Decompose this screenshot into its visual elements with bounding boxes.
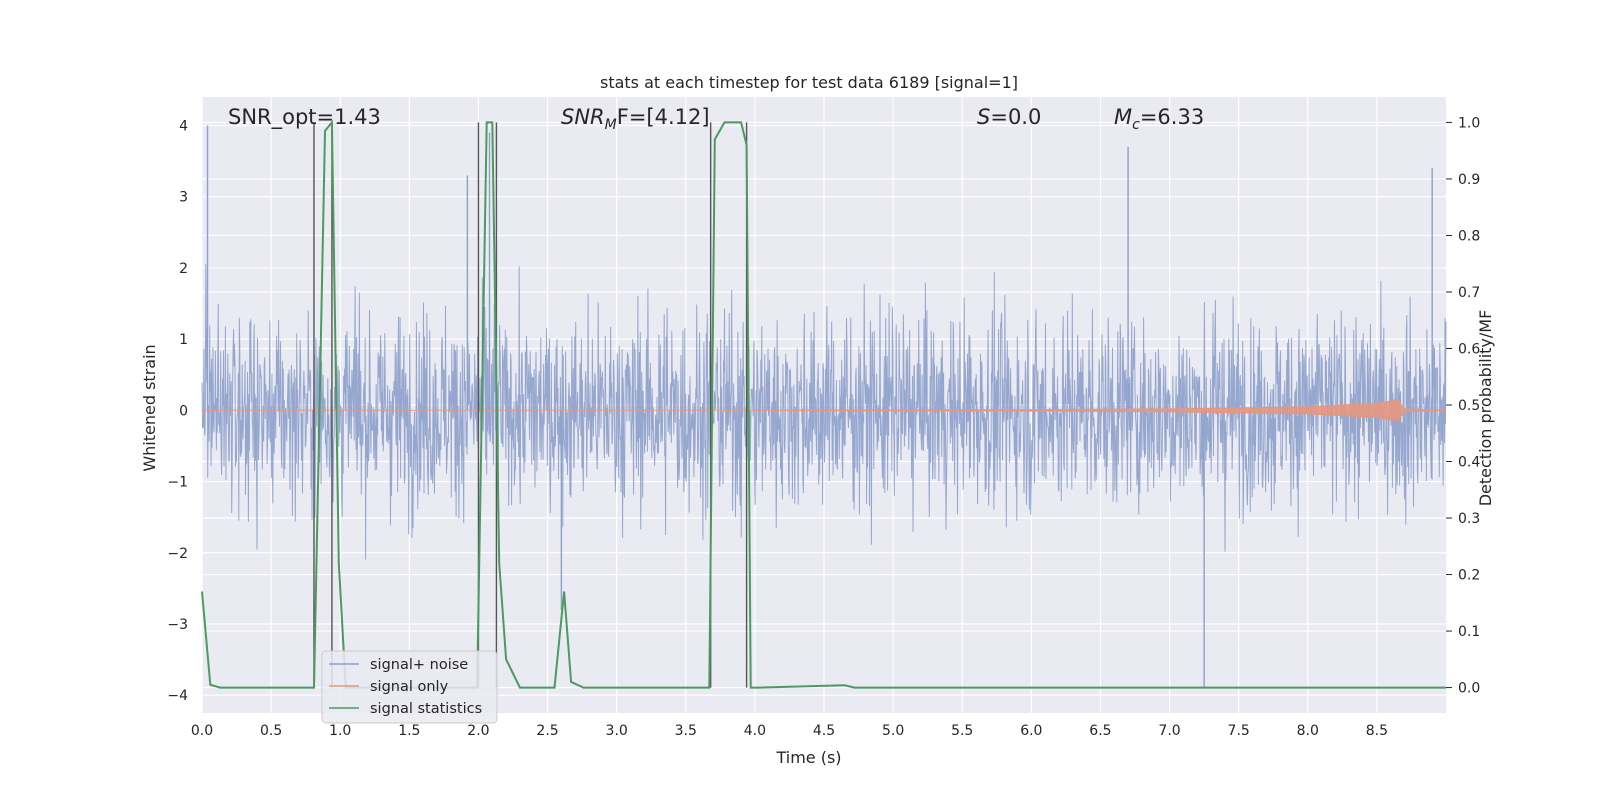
y-right-tick-label: 0.0 [1458, 681, 1480, 697]
x-tick-label: 5.0 [882, 723, 904, 739]
snr-mf-annotation: SNRMF=[4.12] [561, 105, 710, 133]
s-annotation: S=0.0 [977, 105, 1041, 129]
y-axis-left-ticks: −4 −3 −2 −1 0 1 2 3 4 [167, 118, 188, 704]
x-axis-label: Time (s) [775, 748, 841, 767]
y-right-tick-label: 0.8 [1458, 228, 1480, 244]
signal-statistics-layer [201, 119, 1446, 689]
legend-label-signal-only: signal only [370, 679, 449, 695]
x-tick-label: 6.5 [1089, 723, 1111, 739]
y-right-tick-label: 0.1 [1458, 624, 1480, 640]
x-tick-label: 7.0 [1158, 723, 1180, 739]
y-left-tick-label: 3 [179, 190, 188, 206]
x-axis-ticks: 0.0 0.5 1.0 1.5 2.0 2.5 3.0 3.5 4.0 4.5 5.0 5.5 6.0 6… [191, 723, 1388, 739]
x-tick-label: 5.5 [951, 723, 973, 739]
y-right-tick-label: 0.6 [1458, 341, 1480, 357]
y-right-tick-label: 1.0 [1458, 115, 1480, 131]
y-axis-right-label: Detection probability/MF [1476, 310, 1495, 507]
y-axis-left-label: Whitened strain [140, 344, 159, 471]
mc-annotation: Mc=6.33 [1114, 105, 1204, 133]
x-tick-label: 4.0 [744, 723, 766, 739]
x-tick-label: 2.0 [467, 723, 489, 739]
y-left-tick-label: −1 [167, 475, 188, 491]
y-left-tick-label: −3 [167, 617, 188, 633]
legend-label-signal-noise: signal+ noise [370, 657, 468, 673]
x-tick-label: 2.5 [536, 723, 558, 739]
signal-noise-layer [201, 125, 1447, 689]
x-tick-label: 6.0 [1020, 723, 1042, 739]
y-right-tick-label: 0.7 [1458, 285, 1480, 301]
legend-box [321, 650, 498, 724]
y-left-tick-label: 0 [179, 403, 188, 419]
x-tick-label: 7.5 [1228, 723, 1250, 739]
x-tick-label: 3.0 [606, 723, 628, 739]
chart-title: stats at each timestep for test data 618… [600, 73, 1018, 92]
snr-opt-annotation: SNR_opt=1.43 [228, 105, 381, 130]
x-tick-label: 4.5 [813, 723, 835, 739]
signal-noise-trace [201, 264, 1447, 560]
y-right-tick-label: 0.3 [1458, 511, 1480, 527]
y-right-tick-label: 0.9 [1458, 172, 1480, 188]
y-right-tick-label: 0.2 [1458, 568, 1480, 584]
signal-only-layer [202, 399, 1447, 422]
y-left-tick-label: −4 [167, 688, 188, 704]
x-tick-label: 1.0 [329, 723, 351, 739]
x-tick-label: 8.0 [1297, 723, 1319, 739]
signal-statistics-line [201, 119, 1446, 689]
x-tick-label: 0.0 [191, 723, 213, 739]
y-left-tick-label: −2 [167, 546, 188, 562]
legend-label-signal-statistics: signal statistics [370, 701, 482, 717]
x-tick-label: 8.5 [1366, 723, 1388, 739]
y-right-tick-label: 0.5 [1458, 398, 1480, 414]
y-axis-right-ticks: 0.0 0.1 0.2 0.3 0.4 0.5 0.6 0.7 0.8 0.9 1.0 [1446, 115, 1480, 697]
signal-only-trace [202, 399, 1447, 422]
legend: signal+ noise signal only signal statist… [321, 650, 498, 724]
x-tick-label: 3.5 [675, 723, 697, 739]
y-right-tick-label: 0.4 [1458, 455, 1480, 471]
y-left-tick-label: 1 [179, 332, 188, 348]
y-left-tick-label: 2 [179, 261, 188, 277]
y-left-tick-label: 4 [179, 118, 188, 134]
x-tick-label: 0.5 [260, 723, 282, 739]
x-tick-label: 1.5 [398, 723, 420, 739]
